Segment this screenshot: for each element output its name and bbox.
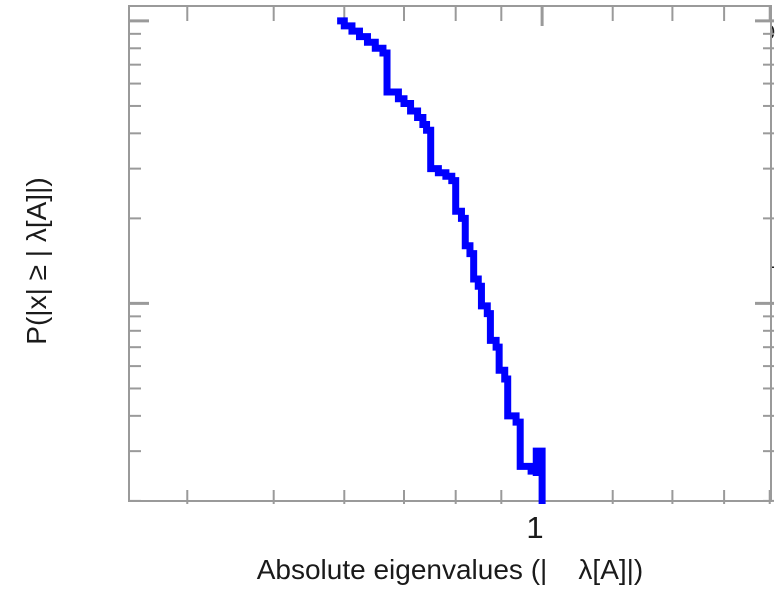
y-axis-title: P(|x| ≥ | λ[A]|) (21, 177, 52, 345)
y-axis-title-container: P(|x| ≥ | λ[A]|) (21, 0, 62, 541)
plot-svg (130, 7, 774, 504)
data-series-group (337, 17, 546, 504)
axis-ticks-group (130, 7, 774, 504)
x-tick-label-1: 1 (526, 510, 544, 545)
ccdf-step-line (337, 17, 546, 504)
plot-area (128, 5, 774, 504)
x-axis-title: Absolute eigenvalues (| λ[A]|) (256, 554, 644, 585)
